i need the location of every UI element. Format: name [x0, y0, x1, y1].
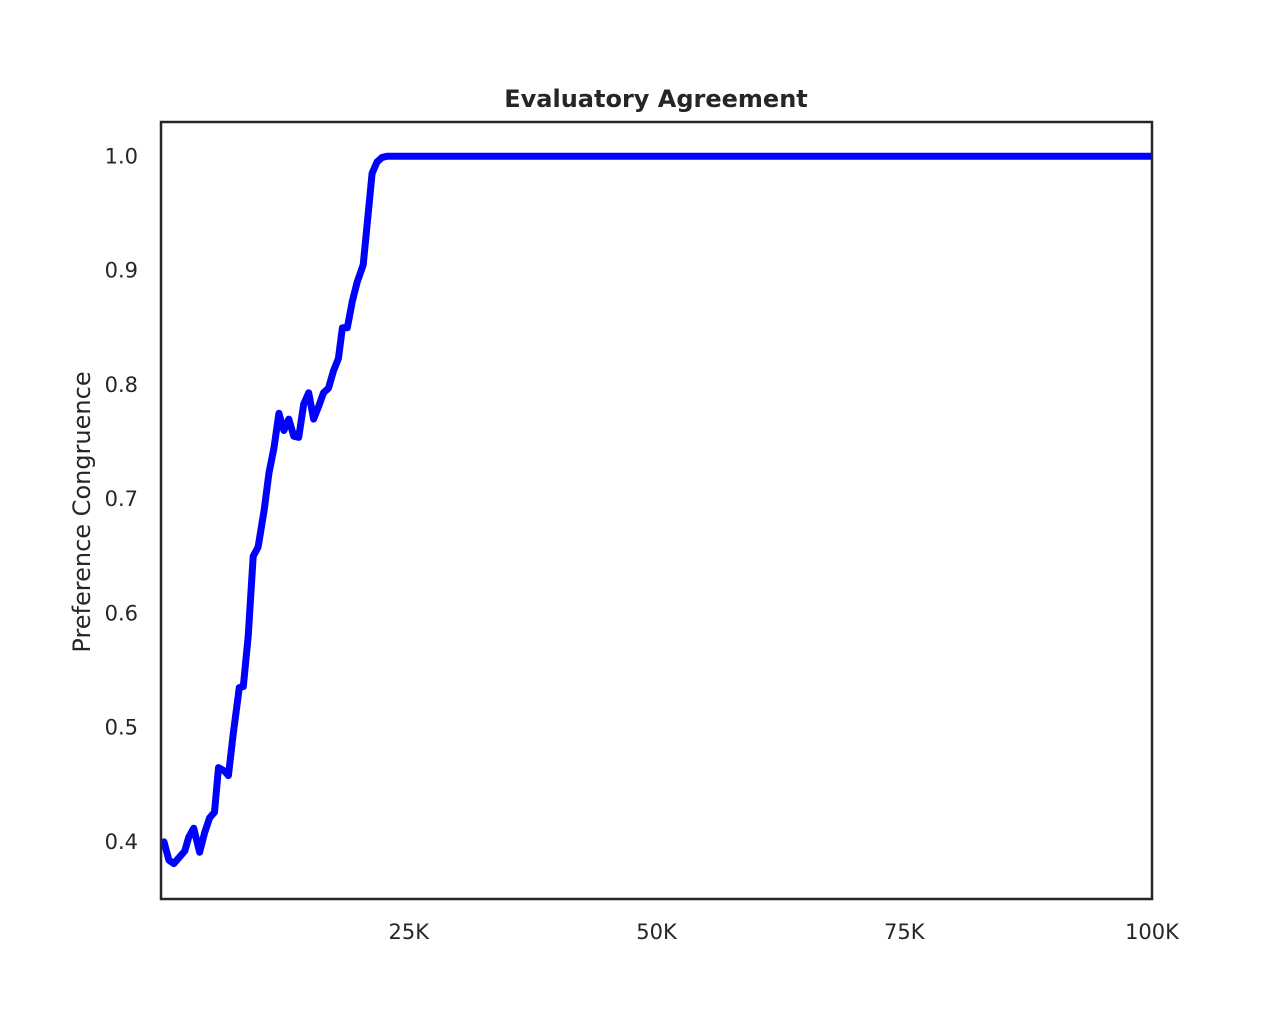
y-tick-label: 0.8: [105, 373, 138, 397]
x-tick-label: 75K: [884, 920, 926, 944]
x-tick-label: 50K: [636, 920, 678, 944]
y-tick-label: 0.4: [105, 830, 138, 854]
y-tick-label: 1.0: [105, 144, 138, 168]
y-tick-label: 0.9: [105, 259, 138, 283]
x-tick-label: 25K: [389, 920, 431, 944]
plot-frame: [159, 120, 1154, 901]
chart-title: Evaluatory Agreement: [504, 85, 808, 113]
x-tick-label: 100K: [1125, 920, 1180, 944]
y-axis-label: Preference Congruence: [68, 371, 96, 652]
series-line: [161, 152, 1152, 868]
y-tick-label: 0.7: [105, 487, 138, 511]
y-tick-label: 0.5: [105, 716, 138, 740]
y-tick-label: 0.6: [105, 601, 138, 625]
